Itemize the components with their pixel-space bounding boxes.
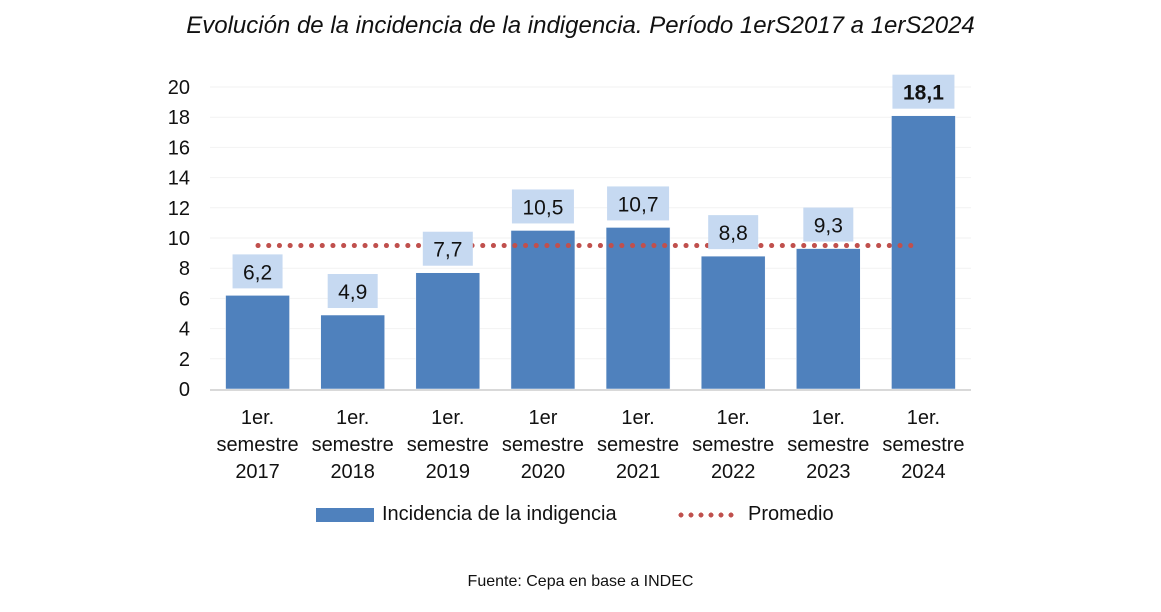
data-label-text: 10,5 [523, 196, 564, 219]
data-label: 18,1 [892, 74, 955, 109]
legend-item-incidencia[interactable]: Incidencia de la indigencia [316, 503, 617, 526]
y-tick-label: 18 [168, 107, 190, 129]
x-tick-label: semestre [216, 434, 298, 456]
x-tick-label: semestre [407, 434, 489, 456]
data-label-box [327, 274, 378, 309]
y-tick-label: 4 [179, 319, 190, 341]
bar[interactable] [796, 248, 861, 390]
bars [225, 115, 956, 390]
x-tick-label: semestre [597, 434, 679, 456]
data-label-text: 4,9 [338, 281, 367, 304]
y-tick-label: 0 [179, 379, 190, 401]
data-label: 10,5 [511, 189, 574, 224]
x-tick-label: 2024 [901, 461, 946, 483]
legend-label-incidencia: Incidencia de la indigencia [382, 503, 617, 525]
x-tick-label: 2020 [521, 461, 566, 483]
bar[interactable] [510, 230, 576, 390]
data-label-box [708, 215, 759, 250]
data-label-box [803, 207, 854, 242]
y-tick-label: 2 [179, 349, 190, 371]
data-label-text: 18,1 [903, 82, 944, 105]
x-tick-label: 1er. [241, 407, 274, 429]
data-label-box [892, 74, 955, 109]
bar[interactable] [700, 255, 766, 390]
y-tick-label: 20 [168, 77, 190, 99]
y-tick-label: 12 [168, 198, 190, 220]
x-tick-label: 1er. [336, 407, 369, 429]
y-tick-label: 14 [168, 168, 190, 190]
data-label-text: 9,3 [814, 215, 843, 238]
data-label-text: 6,2 [243, 261, 272, 284]
data-label-box [607, 186, 670, 221]
data-label-text: 7,7 [433, 239, 462, 262]
x-tick-label: 1er. [717, 407, 750, 429]
x-tick-label: 1er. [431, 407, 464, 429]
data-label: 10,7 [607, 186, 670, 221]
x-tick-label: 2018 [330, 461, 375, 483]
data-label: 9,3 [803, 207, 854, 242]
x-tick-label: semestre [787, 434, 869, 456]
chart-title: Evolución de la incidencia de la indigen… [186, 12, 975, 39]
y-tick-label: 16 [168, 137, 190, 159]
legend-bar-swatch [316, 507, 374, 522]
x-axis-ticks: 1er. semestre 2017 1er. semestre 2018 1er. seme… [216, 407, 964, 483]
data-label-text: 10,7 [618, 193, 659, 216]
x-tick-label: semestre [502, 434, 584, 456]
data-label-box [511, 189, 574, 224]
x-tick-label: semestre [312, 434, 394, 456]
y-axis-ticks: 0 2 4 6 8 10 12 14 16 18 20 [168, 77, 190, 401]
x-tick-label: 1er. [812, 407, 845, 429]
x-tick-label: 1er [528, 407, 557, 429]
x-tick-label: 1er. [907, 407, 940, 429]
data-label-box [422, 231, 473, 266]
data-label-text: 8,8 [719, 222, 748, 245]
bar[interactable] [605, 227, 671, 390]
data-label-box [232, 254, 283, 289]
data-label: 6,2 [232, 254, 283, 289]
bar[interactable] [415, 272, 481, 390]
bar[interactable] [225, 295, 290, 390]
legend-item-promedio[interactable]: Promedio [676, 503, 834, 526]
x-tick-label: 1er. [621, 407, 654, 429]
x-tick-label: 2022 [711, 461, 756, 483]
legend-dotted-line-swatch [676, 511, 736, 518]
x-tick-label: 2021 [616, 461, 661, 483]
y-tick-label: 6 [179, 288, 190, 310]
data-labels: 6,2 4,9 7,7 10,5 10,7 8,8 9,3 18,1 [232, 74, 955, 309]
bar[interactable] [320, 314, 385, 390]
bar[interactable] [891, 115, 956, 390]
x-tick-label: semestre [882, 434, 964, 456]
source-note: Fuente: Cepa en base a INDEC [467, 573, 694, 590]
x-tick-label: 2019 [426, 461, 471, 483]
legend-label-promedio: Promedio [748, 503, 834, 525]
y-tick-label: 10 [168, 228, 190, 250]
legend: Incidencia de la indigencia Promedio [0, 503, 1161, 529]
data-label: 4,9 [327, 274, 378, 309]
data-label: 8,8 [708, 215, 759, 250]
chart-plot: 0 2 4 6 8 10 12 14 16 18 20 6,2 4,9 7,7 10,5 10,7 8,8 9,… [168, 74, 971, 483]
data-label: 7,7 [422, 231, 473, 266]
x-tick-label: semestre [692, 434, 774, 456]
y-tick-label: 8 [179, 258, 190, 280]
x-tick-label: 2017 [235, 461, 280, 483]
x-tick-label: 2023 [806, 461, 851, 483]
